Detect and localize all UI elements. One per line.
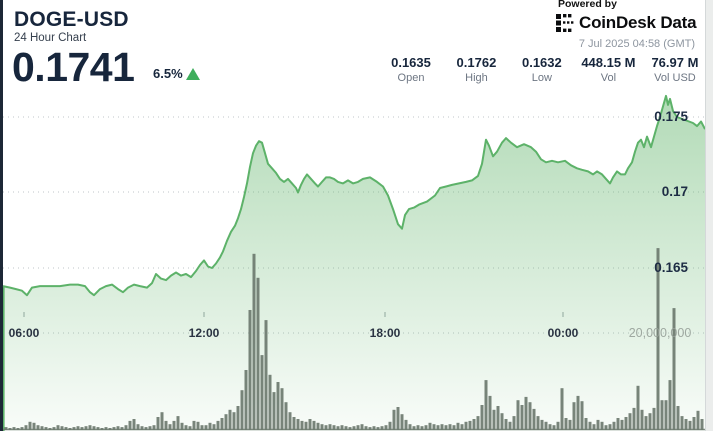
time-axis-label: 12:00	[188, 326, 220, 340]
stat-value: 76.97 M	[651, 55, 699, 70]
page-title: DOGE-USD	[14, 8, 129, 31]
stat-value: 0.1632	[521, 55, 562, 70]
stat-label: Vol	[600, 72, 617, 84]
coindesk-logo-icon	[556, 14, 575, 32]
price-axis-label: 0.165	[654, 260, 688, 275]
stat-open: 0.1635 Open	[385, 55, 437, 84]
stat-low: 0.1632 Low	[516, 55, 568, 84]
stat-value: 0.1762	[456, 55, 497, 70]
widget-right-edge	[705, 0, 713, 431]
stat-value: 448.15 M	[581, 55, 636, 70]
price-axis-label: 0.17	[661, 184, 688, 199]
stat-high: 0.1762 High	[450, 55, 502, 84]
chart-subtitle: 24 Hour Chart	[14, 32, 87, 44]
chart-timestamp: 7 Jul 2025 04:58 (GMT)	[578, 38, 695, 50]
time-axis-label: 06:00	[8, 326, 40, 340]
coindesk-brand[interactable]: CoinDesk Data	[556, 13, 697, 33]
stat-label: Vol USD	[654, 72, 696, 84]
stat-value: 0.1635	[391, 55, 431, 70]
volume-axis-label: 20,000,000	[628, 326, 692, 340]
coindesk-brand-text: CoinDesk Data	[579, 13, 697, 32]
price-axis-label: 0.175	[654, 109, 688, 124]
stat-vol-usd: 76.97 M Vol USD	[649, 55, 701, 84]
current-price: 0.1741	[12, 44, 135, 90]
stat-label: Low	[531, 72, 552, 84]
stat-label: Open	[397, 72, 425, 84]
up-arrow-icon	[186, 68, 200, 80]
time-axis-label: 18:00	[369, 326, 401, 340]
stat-label: High	[465, 72, 488, 84]
price-change-percent: 6.5%	[153, 66, 183, 81]
stat-vol: 448.15 M Vol	[581, 55, 635, 84]
time-axis-label: 00:00	[547, 326, 579, 340]
stats-row: 0.1635 Open 0.1762 High 0.1632 Low 448.15 M Vol…	[385, 55, 701, 84]
window-left-edge	[0, 0, 3, 431]
powered-by-label: Powered by	[558, 0, 617, 10]
